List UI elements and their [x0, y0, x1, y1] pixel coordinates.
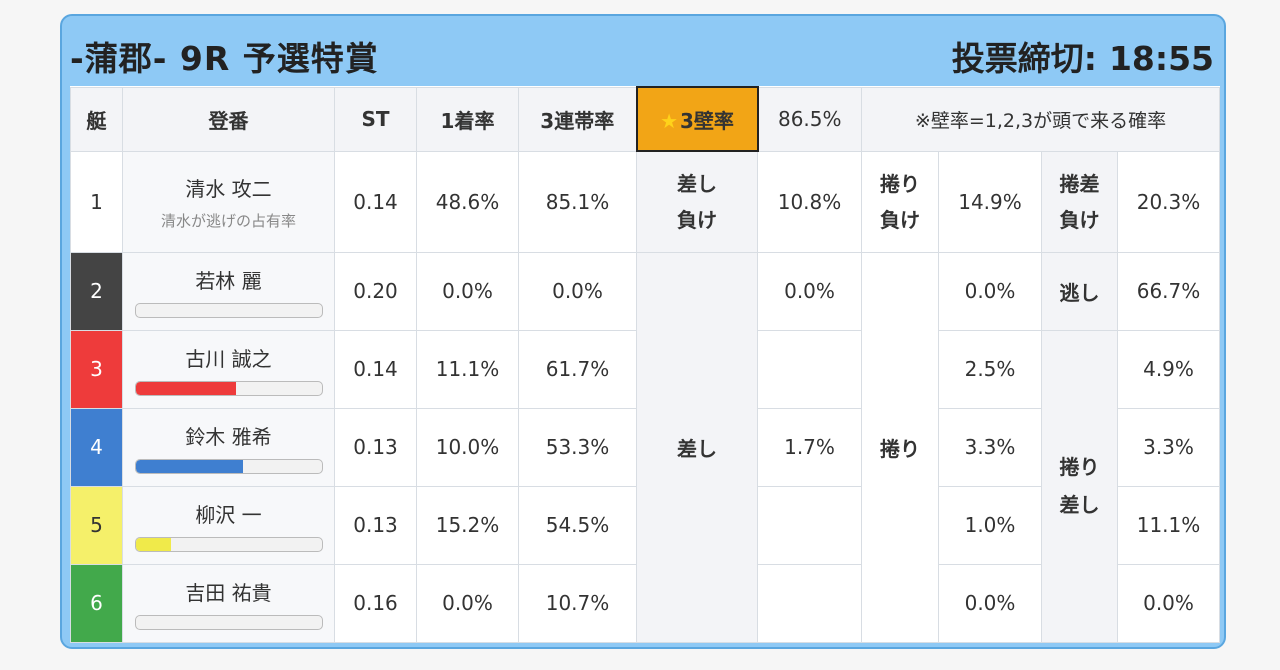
race-header: -蒲郡- 9R 予選特賞 投票締切: 18:55	[62, 16, 1224, 84]
makurisashi-value: 4.9%	[1117, 329, 1220, 409]
makuri-value: 0.0%	[938, 251, 1042, 331]
sashi-group-label: 差し	[636, 251, 758, 643]
sashi-value: 0.0%	[757, 251, 862, 331]
share-bar	[134, 302, 323, 318]
st-value: 0.13	[334, 485, 417, 565]
share-bar	[134, 380, 323, 396]
header-lane: 艇	[70, 86, 123, 152]
top3-rate-value: 10.7%	[518, 563, 637, 643]
racer-name-cell: 若林 麗	[122, 251, 335, 331]
table-row: 6 吉田 祐貴 0.16 0.0% 10.7% 0.0% 0.0%	[70, 563, 1220, 643]
table-row: 3 古川 誠之 0.14 11.1% 61.7% 2.5% 捲り 差し 4.9%	[70, 329, 1220, 643]
lane-number: 4	[70, 407, 123, 487]
st-value: 0.14	[334, 150, 417, 253]
wall-rate-note: ※壁率=1,2,3が頭で来る確率	[861, 86, 1220, 152]
header-top3-rate: 3連帯率	[518, 86, 637, 152]
vote-deadline: 投票締切: 18:55	[952, 32, 1214, 80]
st-value: 0.14	[334, 329, 417, 409]
makuri-loss-label: 捲り 負け	[861, 150, 939, 253]
makuri-value: 2.5%	[938, 329, 1042, 409]
racer-name-cell: 清水 攻二 清水が逃げの占有率	[122, 150, 335, 253]
deadline-label: 投票締切:	[951, 39, 1097, 78]
racer-name[interactable]: 柳沢 一	[195, 502, 262, 527]
makurisashi-value: 3.3%	[1117, 407, 1220, 487]
share-bar-fill	[135, 381, 236, 395]
lane-number: 3	[70, 329, 123, 409]
sashi-value	[757, 485, 862, 565]
top3-rate-value: 54.5%	[518, 485, 637, 565]
st-value: 0.20	[334, 251, 417, 331]
lane-number: 5	[70, 485, 123, 565]
makurisashi-group-label: 捲り 差し	[1041, 329, 1118, 643]
race-card: -蒲郡- 9R 予選特賞 投票締切: 18:55 艇 登番 ST 1着率 3連帯率…	[60, 14, 1226, 649]
wall-rate-value: 86.5%	[757, 86, 862, 152]
racer-name[interactable]: 若林 麗	[195, 268, 262, 293]
sashi-value	[757, 329, 862, 409]
share-bar-fill	[135, 537, 171, 551]
table-header: 艇 登番 ST 1着率 3連帯率 ★ 3壁率 86.5% ※壁率=1,2,3が頭で…	[70, 86, 1220, 152]
sashi-value	[757, 563, 862, 643]
first-rate-value: 48.6%	[416, 150, 519, 253]
share-bar	[134, 458, 323, 474]
racer-name-cell: 鈴木 雅希	[122, 407, 335, 487]
top3-rate-value: 85.1%	[518, 150, 637, 253]
share-bar	[134, 614, 323, 630]
racer-name[interactable]: 古川 誠之	[185, 346, 272, 371]
star-icon: ★	[660, 108, 678, 133]
nige-value: 66.7%	[1117, 251, 1220, 331]
table-row: 1 清水 攻二 清水が逃げの占有率 0.14 48.6% 85.1% 差し 負け…	[70, 150, 1220, 253]
sashi-loss-value: 10.8%	[757, 150, 862, 253]
lane-number: 2	[70, 251, 123, 331]
makurisashi-loss-value: 20.3%	[1117, 150, 1220, 253]
header-first-rate: 1着率	[416, 86, 519, 152]
share-bar	[134, 536, 323, 552]
header-st: ST	[334, 86, 417, 152]
escape-share-label: 清水が逃げの占有率	[160, 211, 296, 230]
racer-table: 艇 登番 ST 1着率 3連帯率 ★ 3壁率 86.5% ※壁率=1,2,3が頭で…	[70, 86, 1220, 643]
race-title: -蒲郡- 9R 予選特賞	[70, 39, 379, 78]
makurisashi-value: 11.1%	[1117, 485, 1220, 565]
top3-rate-value: 0.0%	[518, 251, 637, 331]
makuri-value: 3.3%	[938, 407, 1042, 487]
st-value: 0.13	[334, 407, 417, 487]
table-row: 2 若林 麗 0.20 0.0% 0.0% 差し 0.0% 捲り 0.0% 逃し…	[70, 251, 1220, 643]
makuri-group-label: 捲り	[861, 251, 939, 643]
racer-name-cell: 吉田 祐貴	[122, 563, 335, 643]
wall-rate-label: 3壁率	[680, 108, 734, 133]
makurisashi-loss-label: 捲差 負け	[1041, 150, 1118, 253]
makuri-value: 0.0%	[938, 563, 1042, 643]
makuri-loss-value: 14.9%	[938, 150, 1042, 253]
racer-name[interactable]: 鈴木 雅希	[185, 424, 272, 449]
header-name: 登番	[122, 86, 335, 152]
racer-name-cell: 柳沢 一	[122, 485, 335, 565]
first-rate-value: 11.1%	[416, 329, 519, 409]
sashi-loss-label: 差し 負け	[636, 150, 758, 253]
first-rate-value: 0.0%	[416, 251, 519, 331]
first-rate-value: 10.0%	[416, 407, 519, 487]
lane-number: 6	[70, 563, 123, 643]
header-wall-rate[interactable]: ★ 3壁率	[635, 86, 759, 152]
top3-rate-value: 53.3%	[518, 407, 637, 487]
sashi-value: 1.7%	[757, 407, 862, 487]
table-row: 4 鈴木 雅希 0.13 10.0% 53.3% 1.7% 3.3% 3.3%	[70, 407, 1220, 487]
st-value: 0.16	[334, 563, 417, 643]
racer-name[interactable]: 清水 攻二	[185, 176, 272, 201]
nige-label: 逃し	[1041, 251, 1118, 331]
share-bar-fill	[135, 459, 244, 473]
deadline-time: 18:55	[1108, 39, 1214, 78]
racer-name[interactable]: 吉田 祐貴	[185, 580, 272, 605]
makuri-value: 1.0%	[938, 485, 1042, 565]
first-rate-value: 0.0%	[416, 563, 519, 643]
first-rate-value: 15.2%	[416, 485, 519, 565]
top3-rate-value: 61.7%	[518, 329, 637, 409]
lane-number: 1	[70, 150, 123, 253]
racer-name-cell: 古川 誠之	[122, 329, 335, 409]
makurisashi-value: 0.0%	[1117, 563, 1220, 643]
